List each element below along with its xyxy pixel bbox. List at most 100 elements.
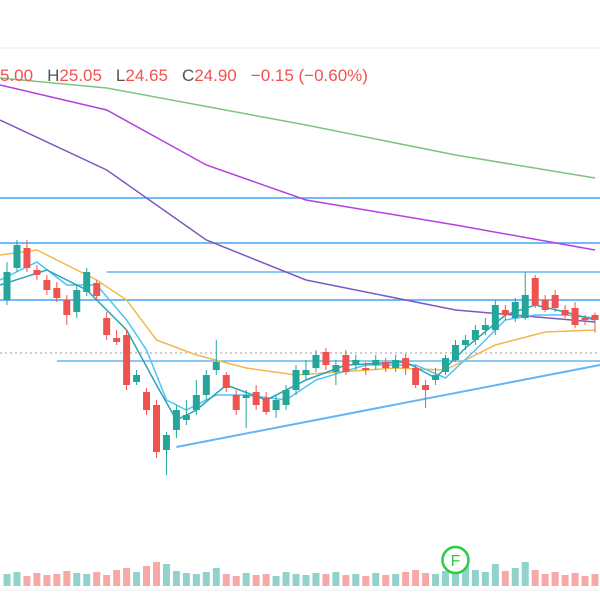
candle-body bbox=[432, 375, 440, 380]
candle-body bbox=[451, 345, 459, 360]
candle-body bbox=[43, 280, 51, 290]
candle-body bbox=[23, 248, 31, 268]
candle-body bbox=[471, 330, 479, 340]
candle-body bbox=[73, 290, 81, 312]
candle-body bbox=[33, 270, 41, 275]
candle-body bbox=[222, 375, 230, 388]
candle-body bbox=[322, 352, 330, 365]
volume-bar bbox=[3, 574, 11, 586]
close-label: C bbox=[181, 66, 195, 85]
volume-bar bbox=[63, 571, 71, 586]
volume-bar bbox=[372, 573, 380, 586]
volume-bar bbox=[123, 568, 131, 586]
volume-bar bbox=[362, 576, 370, 586]
candle-body bbox=[93, 283, 101, 296]
candle-body bbox=[113, 338, 121, 342]
candle-body bbox=[162, 435, 170, 450]
volume-bar bbox=[282, 572, 290, 586]
volume-bar bbox=[232, 576, 240, 586]
change: −0.15 (−0.60%) bbox=[250, 66, 368, 85]
candle-body bbox=[402, 358, 410, 368]
candle-body bbox=[422, 385, 430, 390]
candle-body bbox=[152, 405, 160, 452]
volume-bar bbox=[352, 574, 360, 586]
volume-bar bbox=[33, 573, 41, 586]
candle-body bbox=[591, 315, 599, 320]
volume-bar bbox=[402, 572, 410, 586]
candle-body bbox=[352, 360, 360, 365]
candle-body bbox=[3, 272, 11, 300]
candle-body bbox=[461, 340, 469, 345]
candle-body bbox=[561, 310, 569, 315]
volume-bar bbox=[342, 575, 350, 586]
candle-body bbox=[83, 272, 91, 292]
candle-body bbox=[63, 300, 71, 315]
moving-average bbox=[0, 77, 596, 179]
candle-body bbox=[302, 370, 310, 375]
volume-bar bbox=[422, 573, 430, 586]
ohlc-legend: 5.00 H25.05 L24.65 C24.90 −0.15 (−0.60%) bbox=[0, 66, 368, 86]
volume-bar bbox=[471, 570, 479, 586]
volume-bar bbox=[412, 570, 420, 586]
low-label: L bbox=[115, 66, 126, 85]
volume-bar bbox=[501, 571, 509, 586]
volume-bar bbox=[13, 572, 21, 586]
volume-bar bbox=[192, 574, 200, 586]
candle-body bbox=[262, 398, 270, 412]
volume-bar bbox=[531, 570, 539, 586]
candle-body bbox=[192, 395, 200, 410]
volume-bar bbox=[561, 575, 569, 586]
volume-bar bbox=[53, 574, 61, 586]
volume-bar bbox=[113, 570, 121, 586]
candle-body bbox=[531, 278, 539, 305]
candle-body bbox=[382, 362, 390, 368]
volume-bar bbox=[591, 574, 599, 586]
candle-body bbox=[212, 362, 220, 370]
volume-bar bbox=[432, 574, 440, 586]
candle-body bbox=[521, 295, 529, 318]
volume-bar bbox=[451, 568, 459, 586]
volume-bar bbox=[222, 574, 230, 586]
volume-bar bbox=[382, 575, 390, 586]
close-value: 24.90 bbox=[194, 66, 237, 85]
volume-bar bbox=[23, 576, 31, 586]
volume-bar bbox=[461, 566, 469, 586]
volume-bar bbox=[272, 576, 280, 586]
candle-body bbox=[172, 410, 180, 430]
candle-body bbox=[392, 360, 400, 368]
candle-body bbox=[182, 415, 190, 420]
candle-body bbox=[511, 302, 519, 318]
volume-bar bbox=[541, 574, 549, 586]
volume-bar bbox=[322, 574, 330, 586]
candle-body bbox=[501, 310, 509, 315]
volume-bar bbox=[581, 576, 589, 586]
candle-body bbox=[342, 355, 350, 372]
candle-body bbox=[481, 325, 489, 330]
candle-body bbox=[282, 390, 290, 405]
moving-average bbox=[0, 249, 596, 376]
candle-body bbox=[252, 392, 260, 405]
candle-body bbox=[202, 375, 210, 395]
moving-average bbox=[0, 119, 596, 323]
candle-body bbox=[53, 288, 61, 298]
volume-bar bbox=[312, 573, 320, 586]
candle-body bbox=[232, 395, 240, 410]
volume-bar bbox=[172, 571, 180, 586]
candle-body bbox=[571, 308, 579, 325]
candle-body bbox=[123, 335, 131, 385]
volume-bar bbox=[571, 573, 579, 586]
candle-body bbox=[372, 360, 380, 365]
candle-body bbox=[292, 370, 300, 390]
volume-bar bbox=[182, 573, 190, 586]
volume-bar bbox=[551, 572, 559, 586]
volume-bar bbox=[511, 568, 519, 586]
candle-body bbox=[133, 375, 141, 382]
volume-bar bbox=[292, 574, 300, 586]
volume-bar bbox=[212, 568, 220, 586]
volume-bar bbox=[262, 574, 270, 586]
volume-bar bbox=[162, 564, 170, 586]
candle-body bbox=[242, 395, 250, 398]
high-value: 25.05 bbox=[59, 66, 102, 85]
volume-bar bbox=[481, 572, 489, 586]
